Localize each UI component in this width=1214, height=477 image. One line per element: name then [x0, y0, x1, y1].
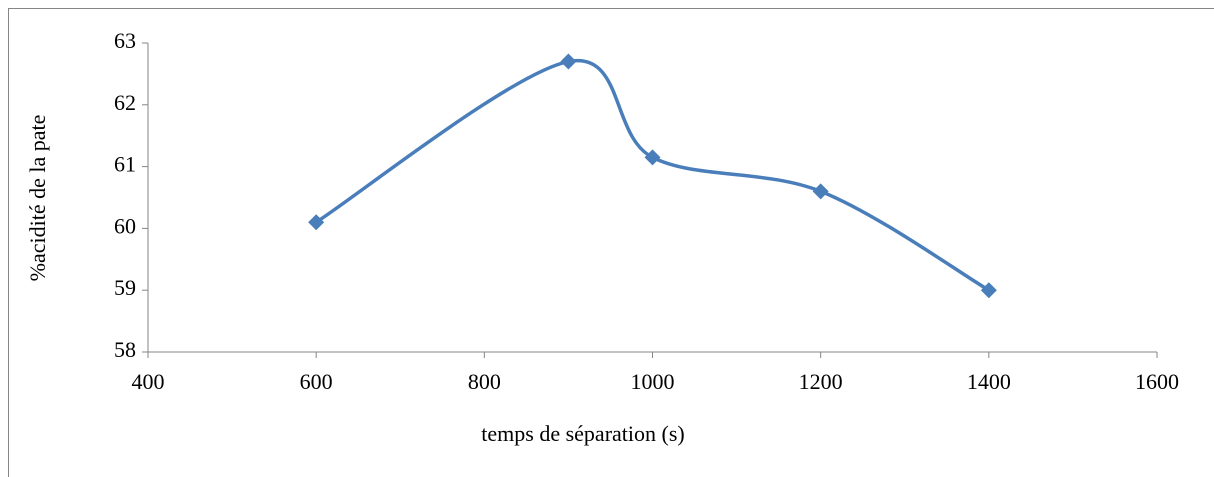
data-marker [644, 149, 661, 166]
y-tick-label: 60 [114, 213, 136, 238]
y-axis-label: %acidité de la pate [25, 115, 50, 282]
data-marker [560, 53, 577, 70]
y-tick-label: 59 [114, 275, 136, 300]
y-tick-label: 61 [114, 152, 136, 177]
x-tick-label: 400 [132, 369, 165, 394]
x-tick-label: 600 [300, 369, 333, 394]
x-tick-label: 1200 [799, 369, 843, 394]
data-marker [308, 214, 325, 231]
x-axis-label: temps de séparation (s) [481, 421, 684, 446]
x-tick-label: 1400 [967, 369, 1011, 394]
data-marker [980, 282, 997, 299]
data-marker [812, 183, 829, 200]
x-tick-label: 800 [468, 369, 501, 394]
x-tick-label: 1600 [1135, 369, 1179, 394]
chart-border [8, 8, 1214, 477]
y-tick-label: 62 [114, 90, 136, 115]
data-line [315, 58, 990, 292]
x-tick-label: 1000 [631, 369, 675, 394]
y-tick-label: 58 [114, 337, 136, 362]
y-tick-label: 63 [114, 28, 136, 53]
